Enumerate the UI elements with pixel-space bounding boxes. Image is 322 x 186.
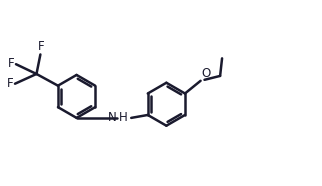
Text: F: F bbox=[6, 77, 13, 90]
Text: F: F bbox=[38, 41, 45, 53]
Text: N: N bbox=[108, 111, 117, 124]
Text: H: H bbox=[118, 111, 127, 124]
Text: O: O bbox=[201, 67, 210, 80]
Text: F: F bbox=[7, 57, 14, 70]
